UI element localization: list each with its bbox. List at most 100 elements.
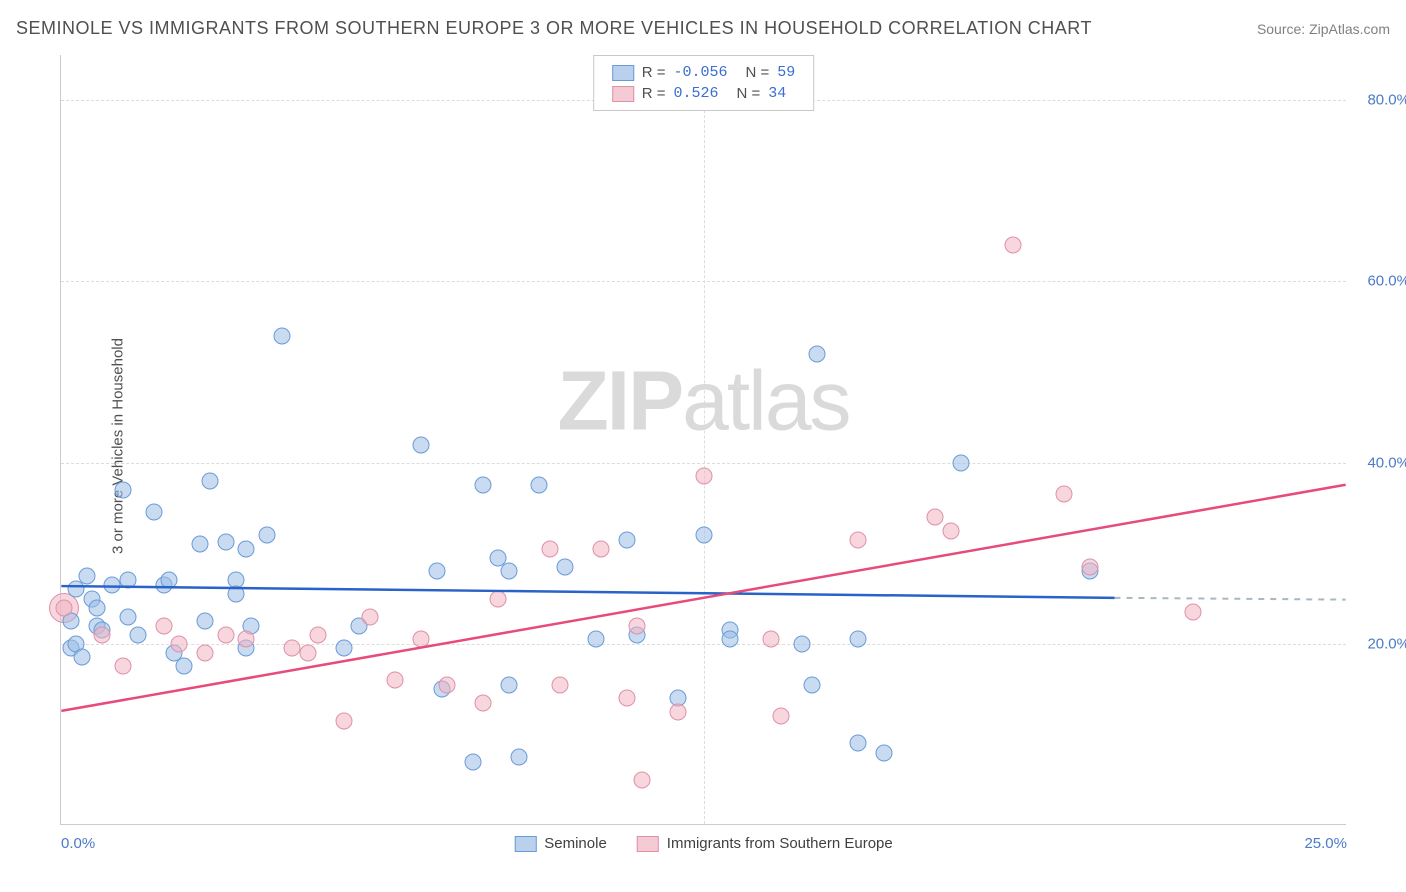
source-label: Source:	[1257, 21, 1309, 37]
r-label: R =	[642, 85, 666, 102]
swatch-blue	[612, 65, 634, 81]
data-point	[474, 694, 491, 711]
data-point	[119, 608, 136, 625]
data-point	[1081, 558, 1098, 575]
data-point	[809, 345, 826, 362]
data-point	[217, 534, 234, 551]
legend-item: Immigrants from Southern Europe	[637, 835, 893, 852]
data-point	[299, 644, 316, 661]
x-tick-label: 25.0%	[1304, 835, 1347, 852]
data-point	[618, 531, 635, 548]
data-point	[793, 635, 810, 652]
data-point	[500, 563, 517, 580]
data-point	[850, 735, 867, 752]
y-tick-label: 20.0%	[1367, 635, 1406, 652]
data-point	[78, 567, 95, 584]
data-point	[762, 631, 779, 648]
data-point	[238, 540, 255, 557]
grid-line	[704, 55, 705, 824]
data-point	[942, 522, 959, 539]
data-point	[474, 477, 491, 494]
legend-row: R = 0.526 N = 34	[612, 83, 796, 104]
data-point	[696, 468, 713, 485]
data-point	[274, 327, 291, 344]
legend-label: Immigrants from Southern Europe	[667, 835, 893, 852]
y-tick-label: 80.0%	[1367, 92, 1406, 109]
data-point	[217, 626, 234, 643]
y-tick-label: 40.0%	[1367, 454, 1406, 471]
data-point	[953, 454, 970, 471]
data-point	[238, 631, 255, 648]
data-point	[438, 676, 455, 693]
data-point	[531, 477, 548, 494]
data-point	[387, 672, 404, 689]
r-value-blue: -0.056	[673, 64, 727, 81]
data-point	[310, 626, 327, 643]
data-point	[876, 744, 893, 761]
watermark-light: atlas	[682, 354, 849, 448]
watermark-bold: ZIP	[557, 354, 682, 448]
source-link[interactable]: ZipAtlas.com	[1309, 21, 1390, 37]
data-point	[629, 617, 646, 634]
data-point	[413, 631, 430, 648]
data-point	[850, 531, 867, 548]
data-point	[721, 631, 738, 648]
data-point	[202, 472, 219, 489]
data-point	[114, 658, 131, 675]
swatch-pink	[612, 86, 634, 102]
data-point	[94, 626, 111, 643]
r-value-pink: 0.526	[673, 85, 718, 102]
legend-item: Seminole	[514, 835, 607, 852]
swatch-blue	[514, 836, 536, 852]
data-point	[361, 608, 378, 625]
data-point	[618, 690, 635, 707]
data-point	[191, 536, 208, 553]
data-point	[696, 527, 713, 544]
data-point	[171, 635, 188, 652]
data-point	[634, 771, 651, 788]
data-point	[161, 572, 178, 589]
data-point	[804, 676, 821, 693]
data-point	[670, 703, 687, 720]
data-point	[773, 708, 790, 725]
data-point	[541, 540, 558, 557]
data-point	[55, 599, 72, 616]
data-point	[284, 640, 301, 657]
data-point	[593, 540, 610, 557]
n-value-blue: 59	[777, 64, 795, 81]
data-point	[227, 586, 244, 603]
data-point	[335, 712, 352, 729]
data-point	[428, 563, 445, 580]
data-point	[551, 676, 568, 693]
n-label: N =	[746, 64, 770, 81]
y-tick-label: 60.0%	[1367, 273, 1406, 290]
data-point	[89, 599, 106, 616]
data-point	[557, 558, 574, 575]
source-credit: Source: ZipAtlas.com	[1257, 21, 1390, 37]
data-point	[587, 631, 604, 648]
data-point	[850, 631, 867, 648]
data-point	[197, 644, 214, 661]
data-point	[510, 749, 527, 766]
data-point	[130, 626, 147, 643]
data-point	[155, 617, 172, 634]
chart-header: SEMINOLE VS IMMIGRANTS FROM SOUTHERN EUR…	[16, 18, 1390, 39]
swatch-pink	[637, 836, 659, 852]
data-point	[1184, 604, 1201, 621]
data-point	[197, 613, 214, 630]
data-point	[145, 504, 162, 521]
data-point	[1004, 237, 1021, 254]
data-point	[500, 676, 517, 693]
data-point	[464, 753, 481, 770]
series-legend: Seminole Immigrants from Southern Europe	[514, 835, 892, 852]
r-label: R =	[642, 64, 666, 81]
data-point	[119, 572, 136, 589]
data-point	[927, 509, 944, 526]
legend-label: Seminole	[544, 835, 607, 852]
chart-title: SEMINOLE VS IMMIGRANTS FROM SOUTHERN EUR…	[16, 18, 1092, 39]
data-point	[490, 590, 507, 607]
n-label: N =	[737, 85, 761, 102]
data-point	[413, 436, 430, 453]
data-point	[114, 481, 131, 498]
correlation-legend: R = -0.056 N = 59 R = 0.526 N = 34	[593, 55, 815, 111]
